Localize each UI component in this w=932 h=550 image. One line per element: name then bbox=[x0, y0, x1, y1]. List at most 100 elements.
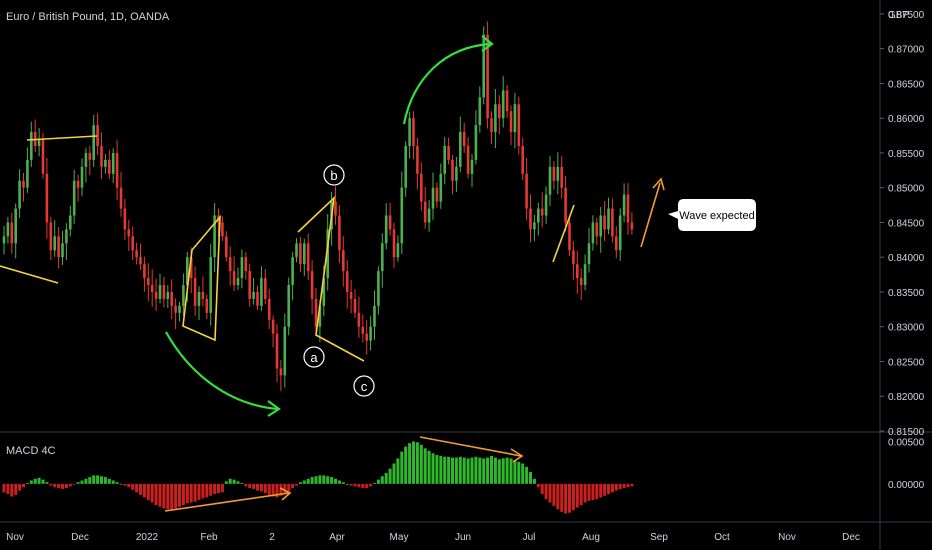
macd-bar bbox=[482, 458, 486, 484]
macd-title: MACD 4C bbox=[6, 445, 56, 457]
wave-label-c: c bbox=[353, 375, 375, 397]
time-tick-label: Jun bbox=[455, 532, 471, 543]
candle bbox=[287, 277, 290, 336]
price-tick-label: 0.84500 bbox=[888, 218, 925, 229]
candle bbox=[490, 111, 493, 145]
candle bbox=[377, 266, 380, 315]
candle bbox=[392, 222, 396, 268]
drawing-annotations[interactable]: b a c Wave expected bbox=[0, 35, 756, 512]
candle bbox=[462, 122, 466, 153]
macd-bar bbox=[263, 483, 267, 494]
macd-bar bbox=[228, 478, 232, 484]
candle bbox=[306, 233, 310, 281]
macd-bar bbox=[529, 471, 532, 484]
candle bbox=[69, 205, 72, 237]
macd-bar bbox=[443, 456, 447, 484]
wave-label-a-text: a bbox=[310, 350, 318, 365]
candle bbox=[123, 198, 127, 240]
macd-bar bbox=[127, 483, 131, 488]
wave-label-c-text: c bbox=[361, 379, 368, 394]
candle bbox=[108, 150, 111, 180]
candle bbox=[135, 242, 138, 265]
candle bbox=[587, 228, 591, 273]
time-tick-label: Apr bbox=[329, 532, 345, 543]
macd-bar bbox=[568, 483, 571, 513]
candle bbox=[30, 121, 33, 167]
candle bbox=[579, 268, 583, 300]
macd-bar bbox=[400, 451, 404, 484]
candle bbox=[564, 175, 567, 232]
macd-bar bbox=[462, 457, 466, 484]
candle bbox=[260, 266, 263, 312]
candle bbox=[236, 267, 240, 290]
candle bbox=[560, 156, 563, 199]
macd-bar bbox=[14, 483, 18, 495]
candle bbox=[470, 154, 474, 188]
macd-bar bbox=[532, 478, 536, 484]
macd-bar bbox=[353, 483, 357, 487]
candle bbox=[342, 236, 345, 287]
candle bbox=[158, 273, 162, 304]
candle bbox=[583, 254, 587, 291]
candle bbox=[404, 141, 407, 197]
time-axis[interactable]: Nov Dec 2022 Feb 2 Apr May Jun Jul Aug Sep Oct Nov De… bbox=[6, 532, 860, 543]
candle bbox=[100, 132, 103, 180]
candle bbox=[576, 250, 579, 294]
candle bbox=[139, 243, 142, 270]
candle bbox=[61, 230, 64, 265]
wave-expected-callout[interactable]: Wave expected bbox=[668, 199, 756, 231]
yellow-flag-feb bbox=[182, 214, 221, 342]
macd-bar bbox=[248, 483, 252, 489]
macd-bar bbox=[193, 483, 197, 502]
macd-bar bbox=[373, 483, 376, 484]
candle bbox=[88, 145, 92, 176]
candle bbox=[529, 194, 532, 243]
macd-bar bbox=[560, 483, 564, 512]
candle bbox=[240, 249, 244, 289]
price-tick-label: 0.85000 bbox=[888, 184, 925, 195]
macd-bar bbox=[626, 483, 630, 488]
candle bbox=[178, 301, 181, 322]
macd-bar bbox=[630, 483, 634, 487]
candle bbox=[357, 296, 361, 338]
macd-bar bbox=[61, 483, 64, 489]
macd-bar bbox=[291, 483, 295, 489]
macd-bar bbox=[84, 478, 88, 484]
candle bbox=[626, 183, 630, 235]
candle bbox=[96, 113, 99, 156]
macd-bar bbox=[244, 483, 248, 487]
candle bbox=[455, 156, 458, 192]
candle bbox=[65, 223, 68, 260]
macd-bar bbox=[571, 483, 575, 511]
macd-bar bbox=[334, 478, 337, 484]
macd-bar bbox=[107, 478, 111, 484]
candle bbox=[501, 76, 505, 128]
candle bbox=[127, 219, 131, 252]
macd-bar bbox=[427, 450, 431, 484]
macd-bar bbox=[283, 483, 287, 495]
macd-bar bbox=[454, 457, 458, 484]
macd-bar bbox=[326, 476, 330, 484]
candle bbox=[466, 136, 470, 179]
macd-bar bbox=[115, 482, 119, 484]
macd-bar bbox=[150, 483, 154, 503]
candle bbox=[104, 154, 107, 174]
candle bbox=[630, 212, 634, 235]
macd-bar bbox=[548, 483, 552, 503]
macd-bar bbox=[415, 442, 419, 484]
candle bbox=[18, 169, 21, 218]
macd-bar bbox=[458, 456, 462, 484]
macd-bar bbox=[517, 461, 521, 484]
candle bbox=[295, 238, 298, 263]
candle bbox=[365, 320, 368, 355]
macd-bar bbox=[142, 483, 146, 498]
macd-bar bbox=[466, 458, 470, 484]
macd-bar bbox=[220, 483, 224, 493]
candle bbox=[143, 256, 146, 292]
macd-bar bbox=[189, 483, 193, 503]
macd-axis[interactable]: 0.00500 0.00000 bbox=[888, 437, 925, 490]
price-axis[interactable]: 0.87500 0.87000 0.86500 0.86000 0.85500 0.850… bbox=[880, 10, 925, 438]
candle bbox=[548, 155, 552, 206]
green-arrowhead-2 bbox=[481, 35, 494, 52]
